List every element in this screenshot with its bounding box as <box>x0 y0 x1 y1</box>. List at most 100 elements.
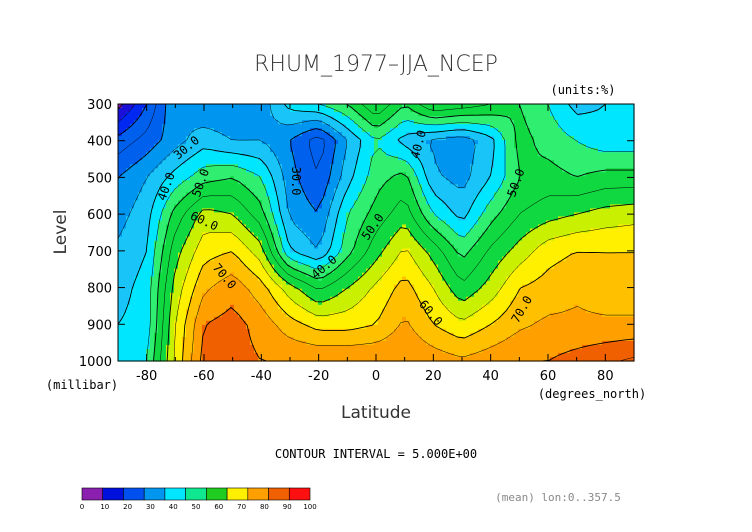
field-cell <box>282 232 287 238</box>
field-cell <box>194 180 199 185</box>
field-cell <box>254 168 259 173</box>
field-cell <box>518 128 523 133</box>
field-cell <box>210 164 215 169</box>
field-cell <box>434 108 439 113</box>
field-cell <box>622 188 627 193</box>
field-cell <box>438 152 443 157</box>
field-cell <box>182 164 187 169</box>
field-cell <box>206 144 211 149</box>
field-cell <box>226 224 231 230</box>
field-cell <box>502 156 507 161</box>
field-cell <box>534 240 539 246</box>
field-cell <box>498 144 503 149</box>
field-cell <box>578 224 583 230</box>
field-cell <box>226 180 231 185</box>
field-cell <box>122 112 127 117</box>
field-cell <box>418 200 423 205</box>
field-cell <box>130 152 135 157</box>
field-cell <box>170 128 175 133</box>
field-cell <box>354 192 359 197</box>
field-cell <box>302 204 307 210</box>
field-cell <box>238 196 243 201</box>
field-cell <box>298 128 303 133</box>
field-cell <box>278 180 283 185</box>
field-cell <box>578 116 583 121</box>
field-cell <box>142 120 147 125</box>
field-cell <box>510 140 515 145</box>
field-cell <box>198 224 203 230</box>
field-cell <box>410 240 415 246</box>
field-cell <box>154 132 159 137</box>
field-cell <box>462 200 467 205</box>
field-cell <box>462 156 467 161</box>
field-cell <box>274 192 279 197</box>
field-cell <box>202 168 207 173</box>
field-cell <box>338 228 343 234</box>
field-cell <box>390 156 395 161</box>
field-cell <box>366 232 371 238</box>
field-cell <box>486 192 491 197</box>
field-cell <box>214 216 219 222</box>
field-cell <box>410 128 415 133</box>
field-cell <box>282 156 287 161</box>
field-cell <box>422 116 427 121</box>
field-cell <box>214 204 219 210</box>
field-cell <box>318 208 323 214</box>
field-cell <box>222 216 227 222</box>
field-cell <box>314 224 319 230</box>
field-cell <box>598 128 603 133</box>
field-cell <box>542 224 547 230</box>
field-cell <box>178 132 183 137</box>
field-cell <box>206 220 211 226</box>
field-cell <box>282 236 287 242</box>
field-cell <box>386 228 391 234</box>
field-cell <box>358 148 363 153</box>
field-cell <box>478 156 483 161</box>
field-cell <box>462 180 467 185</box>
field-cell <box>430 200 435 205</box>
field-cell <box>358 184 363 189</box>
field-cell <box>266 180 271 185</box>
field-cell <box>234 140 239 145</box>
field-cell <box>338 208 343 214</box>
field-cell <box>182 208 187 214</box>
field-cell <box>278 240 283 246</box>
field-cell <box>598 216 603 222</box>
field-cell <box>266 116 271 121</box>
field-cell <box>202 172 207 177</box>
field-cell <box>206 172 211 177</box>
field-cell <box>570 140 575 145</box>
field-cell <box>486 168 491 173</box>
field-cell <box>618 244 623 250</box>
field-cell <box>166 120 171 125</box>
field-cell <box>162 140 167 145</box>
field-cell <box>270 140 275 145</box>
field-cell <box>190 248 195 254</box>
field-cell <box>518 212 523 218</box>
field-cell <box>126 112 131 117</box>
field-cell <box>390 164 395 169</box>
field-cell <box>230 172 235 177</box>
field-cell <box>574 148 579 153</box>
field-cell <box>526 148 531 153</box>
field-cell <box>206 256 211 262</box>
field-cell <box>442 132 447 137</box>
field-cell <box>466 140 471 145</box>
field-cell <box>186 172 191 177</box>
field-cell <box>422 228 427 234</box>
field-cell <box>174 204 179 210</box>
field-cell <box>274 212 279 218</box>
field-cell <box>582 108 587 113</box>
field-cell <box>458 112 463 117</box>
field-cell <box>510 152 515 157</box>
field-cell <box>434 184 439 189</box>
field-cell <box>446 228 451 234</box>
field-cell <box>594 128 599 133</box>
field-cell <box>218 244 223 250</box>
field-cell <box>626 232 631 238</box>
field-cell <box>322 232 327 238</box>
field-cell <box>374 168 379 173</box>
field-cell <box>394 128 399 133</box>
field-cell <box>354 116 359 121</box>
field-cell <box>602 156 607 161</box>
